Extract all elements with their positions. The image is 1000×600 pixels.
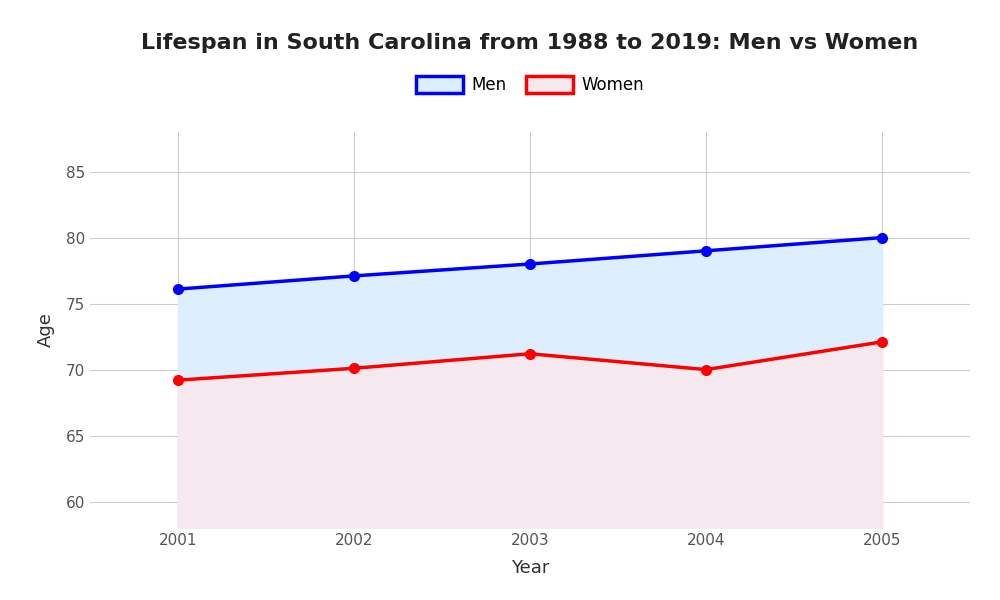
X-axis label: Year: Year xyxy=(511,559,549,577)
Y-axis label: Age: Age xyxy=(37,313,55,347)
Title: Lifespan in South Carolina from 1988 to 2019: Men vs Women: Lifespan in South Carolina from 1988 to … xyxy=(141,32,919,53)
Legend: Men, Women: Men, Women xyxy=(409,69,651,101)
